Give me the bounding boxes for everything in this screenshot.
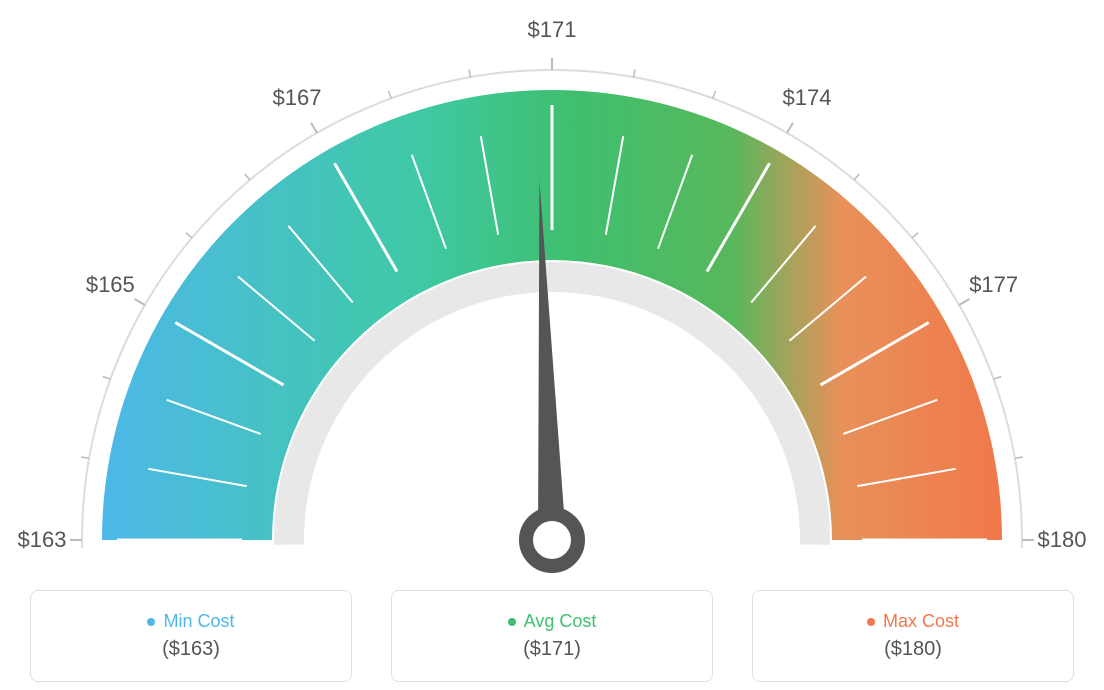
legend-avg-value: ($171) (523, 638, 581, 661)
legend-min-label: Min Cost (163, 611, 234, 632)
legend-max-value: ($180) (884, 638, 942, 661)
legend-max-label: Max Cost (883, 611, 959, 632)
legend-min-dot (147, 618, 155, 626)
gauge-tick-label: $177 (969, 272, 1018, 298)
legend-max-dot (867, 618, 875, 626)
legend-min-value: ($163) (162, 638, 220, 661)
gauge-tick-label: $165 (86, 272, 135, 298)
legend-row: Min Cost ($163) Avg Cost ($171) Max Cost… (0, 590, 1104, 680)
legend-avg-label: Avg Cost (524, 611, 597, 632)
legend-min-box: Min Cost ($163) (30, 590, 352, 682)
gauge-tick-label: $163 (18, 527, 67, 553)
gauge-tick-label: $167 (273, 85, 322, 111)
legend-max-title: Max Cost (867, 611, 959, 632)
legend-min-title: Min Cost (147, 611, 234, 632)
legend-max-box: Max Cost ($180) (752, 590, 1074, 682)
gauge-chart-container: $163 $165 $167 $171 $174 $177 $180 Min Cost ($… (0, 0, 1104, 690)
gauge-svg (0, 0, 1104, 580)
gauge-tick-label: $171 (528, 17, 577, 43)
gauge-area: $163 $165 $167 $171 $174 $177 $180 (0, 0, 1104, 560)
gauge-tick-label: $174 (783, 85, 832, 111)
gauge-tick-label: $180 (1038, 527, 1087, 553)
legend-avg-dot (508, 618, 516, 626)
legend-avg-title: Avg Cost (508, 611, 597, 632)
legend-avg-box: Avg Cost ($171) (391, 590, 713, 682)
